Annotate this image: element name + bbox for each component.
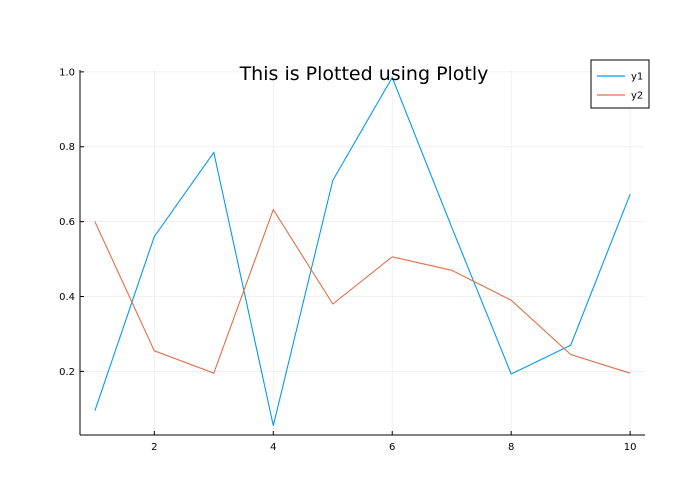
grid-lines [80,70,645,435]
y-tick-label: 0.2 [59,367,75,378]
data-point-y2[interactable] [508,297,514,303]
x-tick-label: 10 [624,442,637,453]
data-point-y2[interactable] [330,301,336,307]
axis-ticks: 2 4 6 8 10 0.2 0.4 0.6 0.8 1.0 [59,67,636,453]
x-tick-label: 6 [389,442,395,453]
data-point-y1[interactable] [568,342,574,348]
legend[interactable]: y1 y2 [590,59,650,109]
x-tick-label: 8 [508,442,514,453]
data-point-y2[interactable] [92,219,98,225]
data-point-y1[interactable] [270,423,276,429]
y-tick-label: 0.6 [59,217,75,228]
data-point-y1[interactable] [627,191,633,197]
legend-label-y1: y1 [631,72,643,83]
data-point-y2[interactable] [211,370,217,376]
data-point-y2[interactable] [270,207,276,213]
legend-label-y2: y2 [631,91,643,102]
data-point-y1[interactable] [151,234,157,240]
series-lines [92,76,633,429]
data-point-y1[interactable] [330,177,336,183]
data-point-y1[interactable] [449,224,455,230]
data-point-y2[interactable] [568,352,574,358]
y-tick-label: 0.8 [59,142,75,153]
series-line-y1 [94,76,631,426]
data-point-y2[interactable] [389,254,395,260]
data-point-y2[interactable] [151,348,157,354]
x-tick-label: 4 [270,442,276,453]
series-line-y2 [94,208,631,374]
x-tick-label: 2 [151,442,157,453]
data-point-y1[interactable] [92,408,98,414]
legend-box [590,59,650,109]
chart-title: This is Plotted using Plotly [239,63,489,85]
data-point-y1[interactable] [211,149,217,155]
data-point-y2[interactable] [449,267,455,273]
y-tick-label: 0.4 [59,292,75,303]
y-tick-label: 1.0 [59,67,75,78]
data-point-y1[interactable] [508,371,514,377]
data-point-y2[interactable] [627,370,633,376]
